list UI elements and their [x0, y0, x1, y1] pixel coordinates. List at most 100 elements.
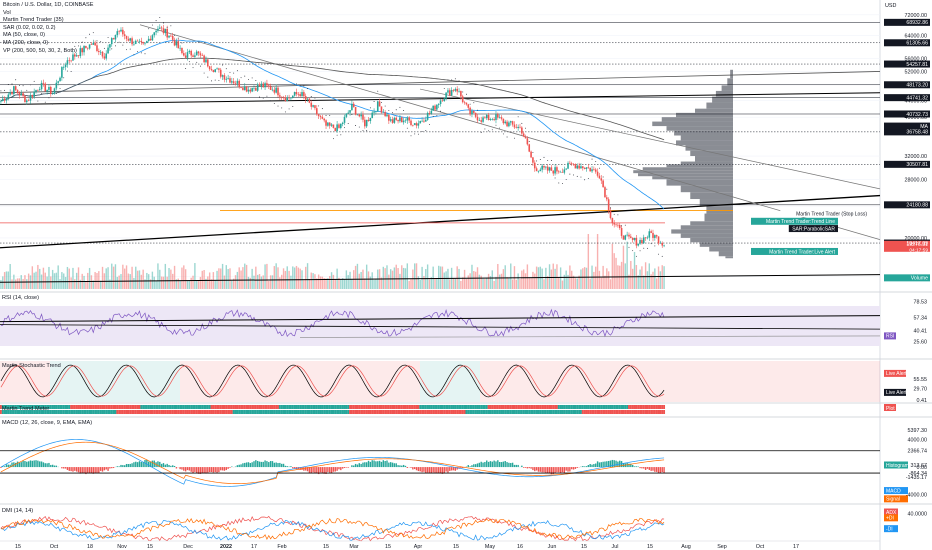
trend-meter-cell — [592, 405, 595, 409]
volume-bar — [160, 276, 163, 289]
trend-meter-cell — [123, 405, 126, 409]
volume-bar — [148, 274, 150, 289]
sar-dot — [229, 71, 231, 73]
volume-bar — [643, 275, 645, 289]
volume-bar — [101, 266, 104, 289]
candle-body — [489, 119, 492, 121]
volume-bar — [55, 272, 58, 289]
candle-body — [574, 164, 577, 169]
trend-meter-cell — [53, 405, 56, 409]
trend-meter-cell — [164, 410, 167, 414]
candle-body — [526, 138, 529, 145]
volume-bar — [508, 278, 510, 289]
candle-body — [428, 112, 431, 114]
trend-meter-cell — [25, 410, 28, 414]
macd-histogram-bar — [340, 467, 342, 471]
trend-meter-cell — [121, 410, 124, 414]
volume-bar — [604, 275, 606, 289]
macd-histogram-bar — [253, 461, 255, 468]
trend-meter-cell — [219, 405, 222, 409]
macd-histogram-bar — [316, 467, 318, 473]
trend-meter-cell — [332, 405, 335, 409]
volume-bar — [98, 271, 100, 289]
trend-meter-cell — [3, 410, 6, 414]
candle-body — [388, 114, 390, 121]
macd-histogram-bar — [297, 467, 300, 470]
volume-bar — [72, 267, 74, 289]
macd-histogram-bar — [650, 467, 652, 471]
macd-histogram-bar — [388, 462, 390, 468]
macd-histogram-bar — [53, 465, 56, 468]
time-axis-label: 2022 — [220, 544, 232, 550]
trend-meter-cell — [410, 410, 412, 414]
trend-meter-cell — [330, 405, 333, 409]
trend-meter-cell — [241, 410, 244, 414]
price-tick-label: 28000.00 — [905, 177, 927, 183]
sar-dot — [281, 107, 283, 109]
macd-histogram-bar — [330, 467, 333, 474]
trend-meter-cell — [125, 410, 128, 414]
volume-profile-bar — [715, 90, 733, 97]
candle-body — [580, 166, 582, 169]
volume-bar — [589, 278, 591, 289]
stochastic-title: Martin Stochastic Trend — [2, 363, 61, 369]
price-tag-label: MA — [920, 124, 928, 130]
volume-bar — [264, 264, 266, 289]
trend-meter-cell — [217, 410, 220, 414]
volume-bar — [349, 271, 351, 289]
volume-bar — [548, 264, 551, 289]
sar-dot — [443, 88, 445, 89]
macd-histogram-bar — [74, 467, 76, 471]
trend-meter-cell — [454, 410, 457, 414]
volume-bar — [654, 268, 656, 289]
macd-title: MACD (12, 26, close, 9, EMA, EMA) — [2, 420, 93, 426]
trend-meter-cell — [624, 405, 627, 409]
trend-meter-cell — [173, 405, 176, 409]
candle-body — [657, 236, 660, 244]
trend-meter-cell — [42, 405, 45, 409]
trend-meter-cell — [629, 410, 632, 414]
candle-body — [227, 78, 229, 79]
sar-dot — [661, 255, 663, 257]
trend-meter-cell — [243, 405, 246, 409]
volume-profile-bar — [680, 135, 733, 141]
sar-dot — [314, 97, 316, 99]
candle-body — [556, 167, 558, 172]
volume-bar — [467, 275, 469, 289]
macd-histogram-bar — [303, 467, 305, 471]
sar-dot — [347, 123, 349, 124]
macd-histogram-bar — [18, 462, 21, 468]
volume-bar — [543, 279, 545, 289]
volume-bar — [661, 265, 663, 289]
macd-histogram-bar — [260, 461, 263, 468]
trend-meter-cell — [271, 410, 274, 414]
candle-body — [618, 224, 621, 228]
trend-meter-cell — [103, 405, 106, 409]
trend-meter-cell — [445, 410, 448, 414]
macd-histogram-bar — [50, 464, 52, 468]
macd-histogram-bar — [282, 463, 285, 468]
trend-meter-cell — [365, 410, 368, 414]
macd-histogram-bar — [5, 464, 8, 468]
trend-meter-cell — [254, 410, 257, 414]
volume-profile-bar — [666, 179, 733, 186]
trend-meter-cell — [554, 410, 557, 414]
trend-meter-cell — [227, 410, 230, 414]
trend-meter-cell — [576, 405, 579, 409]
volume-bar — [88, 267, 91, 289]
trend-meter-cell — [594, 405, 597, 409]
candle-body — [236, 80, 239, 84]
candle-body — [467, 104, 470, 108]
candles — [0, 16, 665, 257]
trend-meter-cell — [421, 405, 424, 409]
trend-meter-cell — [570, 405, 573, 409]
trend-meter-cell — [550, 405, 553, 409]
candle-body — [460, 91, 462, 97]
volume-bar — [639, 269, 641, 289]
volume-bar — [559, 267, 562, 289]
candle-body — [234, 83, 237, 84]
macd-histogram-bar — [264, 460, 266, 468]
volume-profile-bar — [652, 176, 733, 180]
price-tick-label: 72000.00 — [905, 13, 927, 19]
